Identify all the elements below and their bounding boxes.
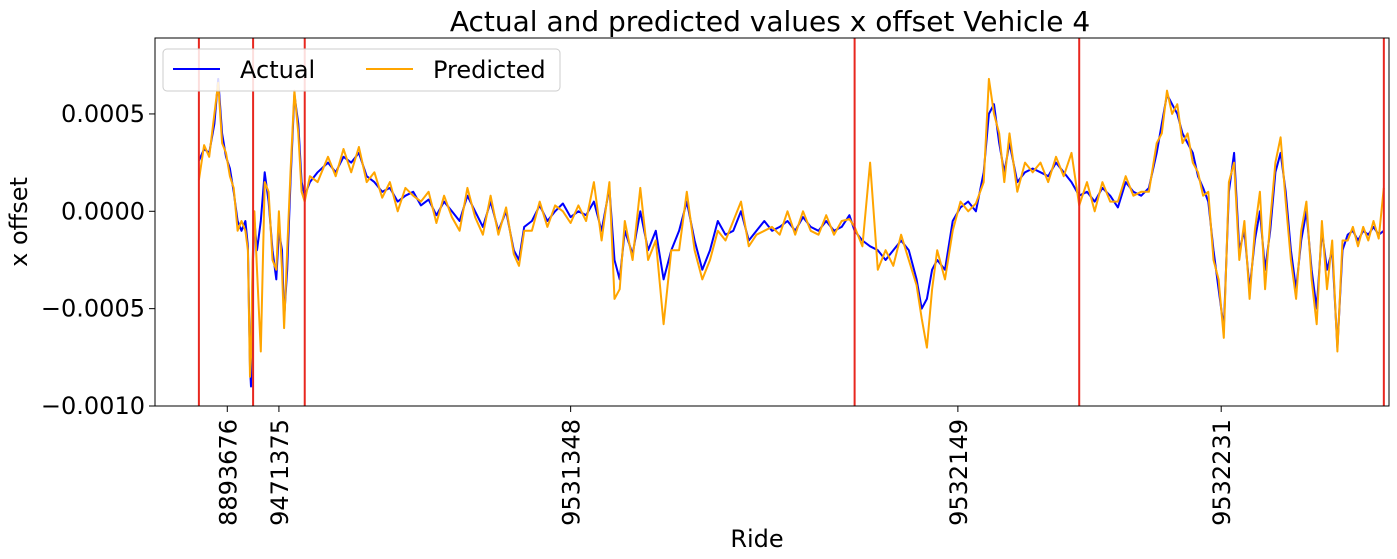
y-axis-label: x offset	[5, 177, 33, 267]
x-tick-label: 9532149	[945, 419, 973, 526]
plot-frame	[154, 37, 1390, 407]
legend-label-actual: Actual	[240, 56, 315, 84]
x-tick-label: 8893676	[214, 419, 242, 526]
ride-boundaries	[197, 38, 1385, 406]
y-tick-label: −0.0010	[41, 392, 145, 420]
axis-ticks: −0.0010 −0.0005 0.0000 0.0005 8893676 9471375…	[41, 100, 1236, 526]
y-tick-label: −0.0005	[41, 295, 145, 323]
chart-title: Actual and predicted values x offset Veh…	[450, 5, 1090, 38]
x-tick-label: 9531348	[558, 419, 586, 526]
series-line-predicted	[197, 77, 1385, 378]
x-axis-label: Ride	[730, 525, 783, 553]
y-tick-label: 0.0005	[61, 100, 145, 128]
series-line-actual	[197, 77, 1385, 388]
plot-area	[197, 38, 1385, 406]
x-tick-label: 9532231	[1208, 419, 1236, 526]
legend: Actual Predicted	[162, 48, 561, 92]
x-tick-label: 9471375	[266, 419, 294, 526]
legend-label-predicted: Predicted	[433, 56, 546, 84]
legend-box	[162, 48, 561, 92]
series-lines	[197, 77, 1385, 388]
y-tick-label: 0.0000	[61, 197, 145, 225]
